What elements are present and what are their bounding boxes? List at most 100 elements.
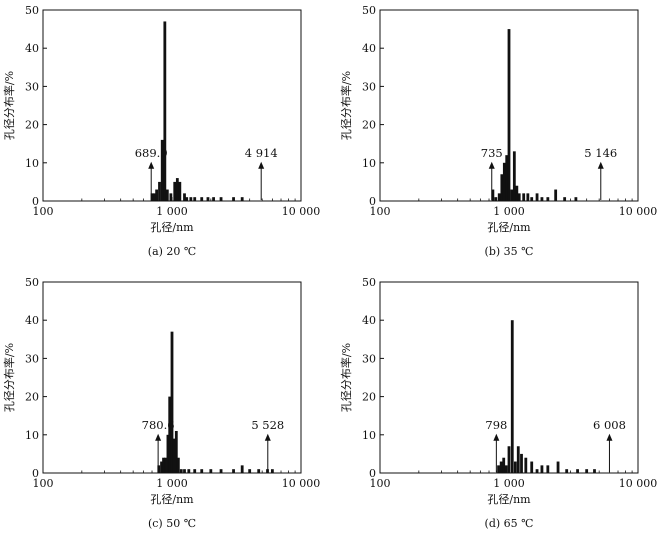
- y-axis-title: 孔径分布率/%: [2, 343, 16, 412]
- annotation-label: 4 914: [245, 146, 278, 160]
- x-tick-label: 100: [370, 205, 391, 218]
- y-tick-label: 20: [25, 119, 39, 132]
- bar: [232, 197, 235, 201]
- bar: [556, 461, 560, 473]
- y-tick-label: 40: [25, 314, 39, 327]
- y-tick-label: 30: [362, 80, 376, 93]
- panel-caption: (a) 20 ℃: [148, 245, 196, 258]
- bar: [502, 162, 506, 201]
- panel-caption: (b) 35 ℃: [485, 245, 534, 258]
- annotation-arrowhead: [606, 433, 613, 441]
- annotation-arrowhead: [488, 161, 495, 169]
- bar: [160, 461, 163, 473]
- bar: [206, 197, 210, 201]
- bar: [170, 331, 174, 473]
- bar: [150, 193, 154, 201]
- bar: [535, 469, 539, 473]
- x-tick-label: 100: [33, 205, 54, 218]
- y-tick-label: 20: [362, 391, 376, 404]
- bar: [516, 446, 520, 473]
- bar: [522, 193, 526, 201]
- x-tick-label: 1 000: [156, 205, 188, 218]
- bar: [504, 465, 508, 473]
- bar: [164, 457, 167, 473]
- bar: [240, 197, 244, 201]
- x-tick-label: 10 000: [282, 477, 321, 490]
- bar: [185, 197, 189, 201]
- x-tick-label: 1 000: [493, 205, 525, 218]
- y-axis-title: 孔径分布率/%: [339, 343, 353, 412]
- x-tick-label: 10 000: [619, 477, 658, 490]
- bar: [248, 469, 252, 473]
- annotation-arrowhead: [264, 433, 271, 441]
- bar: [187, 469, 191, 473]
- bar: [163, 21, 167, 202]
- bar: [178, 181, 182, 201]
- y-tick-label: 20: [362, 119, 376, 132]
- y-tick-label: 0: [32, 195, 39, 208]
- annotation-label: 6 008: [593, 418, 626, 432]
- y-tick-label: 10: [362, 157, 376, 170]
- bar: [540, 197, 544, 201]
- bar: [193, 469, 197, 473]
- panel-caption: (d) 65 ℃: [485, 517, 534, 530]
- bar: [540, 465, 544, 473]
- bar: [157, 465, 161, 473]
- bar: [175, 178, 179, 201]
- annotation-label: 689.9: [135, 146, 168, 160]
- y-axis-title: 孔径分布率/%: [2, 71, 16, 140]
- y-tick-label: 50: [362, 276, 376, 289]
- x-axis-title: 孔径/nm: [487, 221, 531, 234]
- bar: [270, 469, 274, 473]
- bar: [535, 193, 539, 201]
- annotation-label: 5 528: [251, 418, 284, 432]
- x-axis-title: 孔径/nm: [150, 221, 194, 234]
- y-tick-label: 0: [369, 467, 376, 480]
- bar: [173, 181, 177, 201]
- bar: [546, 465, 550, 473]
- bar: [563, 197, 567, 201]
- y-tick-label: 10: [25, 157, 39, 170]
- x-tick-label: 10 000: [619, 205, 658, 218]
- bar: [219, 469, 223, 473]
- bar: [526, 193, 530, 201]
- bar: [530, 461, 534, 473]
- bar: [200, 469, 204, 473]
- bar: [530, 197, 534, 201]
- annotation-arrowhead: [597, 161, 604, 169]
- bar: [515, 185, 519, 201]
- x-tick-label: 10 000: [282, 205, 321, 218]
- bar: [517, 193, 521, 201]
- y-axis-title: 孔径分布率/%: [339, 71, 353, 140]
- y-tick-label: 50: [362, 4, 376, 17]
- bar: [155, 189, 159, 201]
- bar: [593, 469, 596, 473]
- bar: [510, 320, 514, 473]
- y-tick-label: 50: [25, 276, 39, 289]
- bar: [502, 457, 506, 473]
- y-tick-label: 40: [362, 314, 376, 327]
- chart-panel-2: 0 10 20 30 40 50 100 1 000 10 000 735 5 146 孔径/nm 孔径…: [339, 4, 657, 258]
- y-tick-label: 0: [32, 467, 39, 480]
- bar: [574, 197, 578, 201]
- x-tick-label: 100: [33, 477, 54, 490]
- bar: [179, 469, 183, 473]
- y-tick-label: 10: [362, 429, 376, 442]
- bar: [494, 197, 498, 201]
- bar: [168, 396, 172, 473]
- bar: [505, 155, 509, 201]
- y-tick-label: 30: [25, 80, 39, 93]
- annotation-arrowhead: [258, 161, 265, 169]
- plot-frame: [42, 9, 302, 202]
- y-tick-label: 40: [362, 42, 376, 55]
- bar: [193, 197, 197, 201]
- chart-panel-3: 0 10 20 30 40 50 100 1 000 10 000 780.6 5 528 孔径/nm…: [2, 276, 320, 530]
- bar: [172, 438, 176, 473]
- bar: [176, 457, 180, 473]
- y-tick-label: 50: [25, 4, 39, 17]
- bar: [512, 151, 516, 201]
- bar: [491, 189, 495, 201]
- bar: [240, 465, 244, 473]
- bar: [257, 469, 261, 473]
